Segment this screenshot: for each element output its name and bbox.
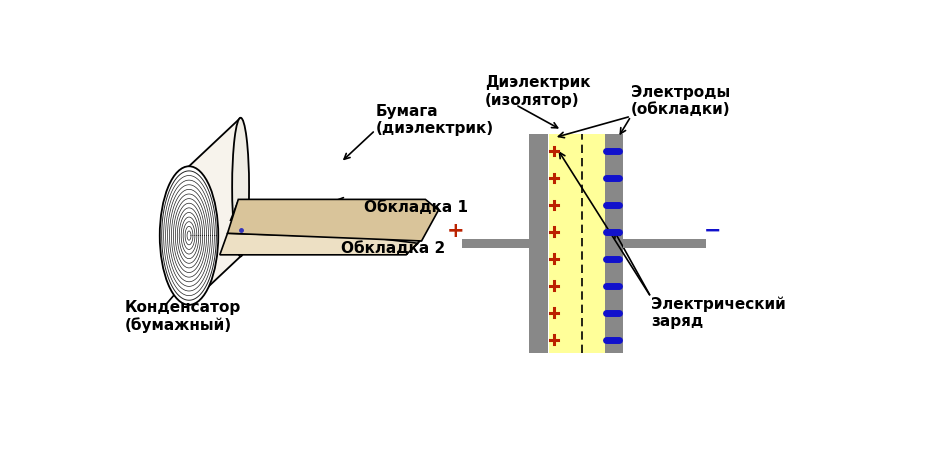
Bar: [461, 239, 530, 248]
Bar: [550, 134, 605, 353]
Text: Бумага
(диэлектрик): Бумага (диэлектрик): [376, 104, 494, 136]
Polygon shape: [227, 199, 438, 241]
Ellipse shape: [232, 118, 249, 256]
Text: Электроды
(обкладки): Электроды (обкладки): [631, 85, 730, 117]
Text: Обкладка 1: Обкладка 1: [364, 199, 468, 215]
Polygon shape: [230, 201, 425, 243]
Ellipse shape: [160, 166, 219, 305]
Polygon shape: [189, 118, 241, 305]
Text: Диэлектрик
(изолятор): Диэлектрик (изолятор): [485, 75, 591, 108]
Text: Конденсатор
(бумажный): Конденсатор (бумажный): [126, 300, 242, 333]
Bar: [605, 134, 623, 353]
Polygon shape: [220, 233, 421, 255]
Text: Обкладка 2: Обкладка 2: [340, 241, 445, 256]
Text: +: +: [447, 221, 464, 241]
Bar: [623, 239, 707, 248]
Text: −: −: [704, 221, 722, 241]
Text: Электрический
заряд: Электрический заряд: [651, 296, 786, 329]
Bar: [530, 134, 548, 353]
